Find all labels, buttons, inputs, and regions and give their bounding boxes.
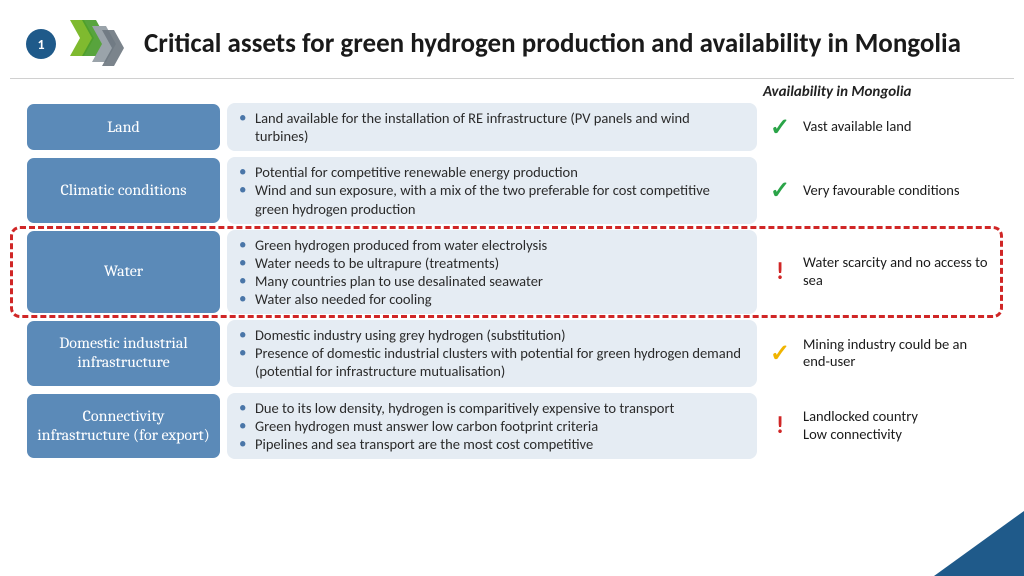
- warning-icon: !: [767, 257, 793, 286]
- bullet-item: Water needs to be ultrapure (treatments): [249, 254, 745, 272]
- availability-text: Landlocked countryLow connectivity: [803, 408, 918, 443]
- availability-cell: ✓ Vast available land: [763, 103, 993, 151]
- slide-number-badge: 1: [26, 29, 56, 59]
- category-label: Domestic industrial infrastructure: [26, 320, 221, 386]
- availability-column-header: Availability in Mongolia: [763, 79, 993, 103]
- availability-text: Mining industry could be an end-user: [803, 336, 989, 371]
- bullet-item: Green hydrogen produced from water elect…: [249, 236, 745, 254]
- oecd-logo-icon: [64, 18, 126, 70]
- category-label: Land: [26, 103, 221, 151]
- bullet-item: Green hydrogen must answer low carbon fo…: [249, 417, 745, 435]
- bullet-item: Due to its low density, hydrogen is comp…: [249, 399, 745, 417]
- warning-icon: !: [767, 411, 793, 440]
- description-box: Land available for the installation of R…: [227, 103, 757, 151]
- bullet-item: Domestic industry using grey hydrogen (s…: [249, 326, 745, 344]
- check-icon: ✓: [767, 339, 793, 368]
- availability-text: Very favourable conditions: [803, 182, 960, 199]
- slide-title: Critical assets for green hydrogen produ…: [144, 28, 961, 59]
- assets-grid: Land Land available for the installation …: [26, 103, 1014, 459]
- corner-decoration-icon: [934, 511, 1024, 576]
- bullet-item: Pipelines and sea transport are the most…: [249, 435, 745, 453]
- availability-cell: ! Water scarcity and no access to sea: [763, 230, 993, 315]
- description-box: Potential for competitive renewable ener…: [227, 157, 757, 223]
- bullet-item: Water also needed for cooling: [249, 290, 745, 308]
- content-area: Availability in Mongolia Land Land availa…: [0, 79, 1024, 459]
- slide-header: 1 Critical assets for green hydrogen pro…: [10, 0, 1014, 79]
- check-icon: ✓: [767, 113, 793, 142]
- category-label: Climatic conditions: [26, 157, 221, 223]
- bullet-item: Presence of domestic industrial clusters…: [249, 344, 745, 380]
- bullet-item: Land available for the installation of R…: [249, 109, 745, 145]
- bullet-item: Many countries plan to use desalinated s…: [249, 272, 745, 290]
- availability-text: Water scarcity and no access to sea: [803, 254, 989, 289]
- category-label: Water: [26, 230, 221, 315]
- category-label: Connectivity infrastructure (for export): [26, 393, 221, 459]
- bullet-item: Potential for competitive renewable ener…: [249, 163, 745, 181]
- availability-cell: ✓ Mining industry could be an end-user: [763, 320, 993, 386]
- description-box: Domestic industry using grey hydrogen (s…: [227, 320, 757, 386]
- availability-text: Vast available land: [803, 118, 912, 135]
- bullet-item: Wind and sun exposure, with a mix of the…: [249, 181, 745, 217]
- description-box: Green hydrogen produced from water elect…: [227, 230, 757, 315]
- check-icon: ✓: [767, 176, 793, 205]
- availability-cell: ! Landlocked countryLow connectivity: [763, 393, 993, 459]
- description-box: Due to its low density, hydrogen is comp…: [227, 393, 757, 459]
- availability-cell: ✓ Very favourable conditions: [763, 157, 993, 223]
